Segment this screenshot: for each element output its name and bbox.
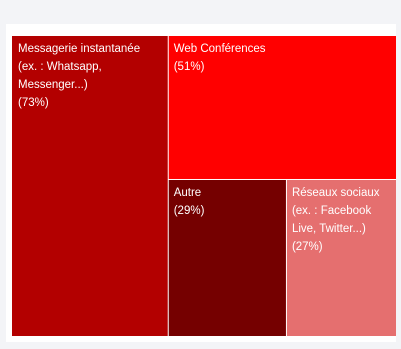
treemap-tile — [12, 36, 168, 336]
tile-value-label: (73%) — [18, 97, 49, 109]
tile-label-line: Messagerie instantanée — [18, 43, 140, 55]
tile-label-line: Live, Twitter...) — [292, 223, 366, 235]
treemap-tile — [168, 36, 396, 179]
tile-value-label: (51%) — [174, 61, 205, 73]
treemap-tile — [168, 179, 286, 336]
tile-label-line: Réseaux sociaux — [292, 187, 380, 199]
tile-value-label: (29%) — [174, 205, 205, 217]
tile-label: Autre (29%) — [174, 187, 205, 217]
tile-label-line: Web Conférences — [174, 43, 266, 55]
tile-label-line: (ex. : Whatsapp, — [18, 61, 102, 73]
treemap-tile — [286, 179, 396, 336]
tile-label: Réseaux sociaux (ex. : Facebook Live, Twit… — [292, 187, 380, 253]
tile-label: Messagerie instantanée (ex. : Whatsapp, Me… — [18, 43, 140, 109]
tile-label: Web Conférences (51%) — [174, 43, 266, 73]
tile-label-line: (ex. : Facebook — [292, 205, 372, 217]
tile-label-line: Autre — [174, 187, 202, 199]
tile-label-line: Messenger...) — [18, 79, 88, 91]
tile-value-label: (27%) — [292, 241, 323, 253]
